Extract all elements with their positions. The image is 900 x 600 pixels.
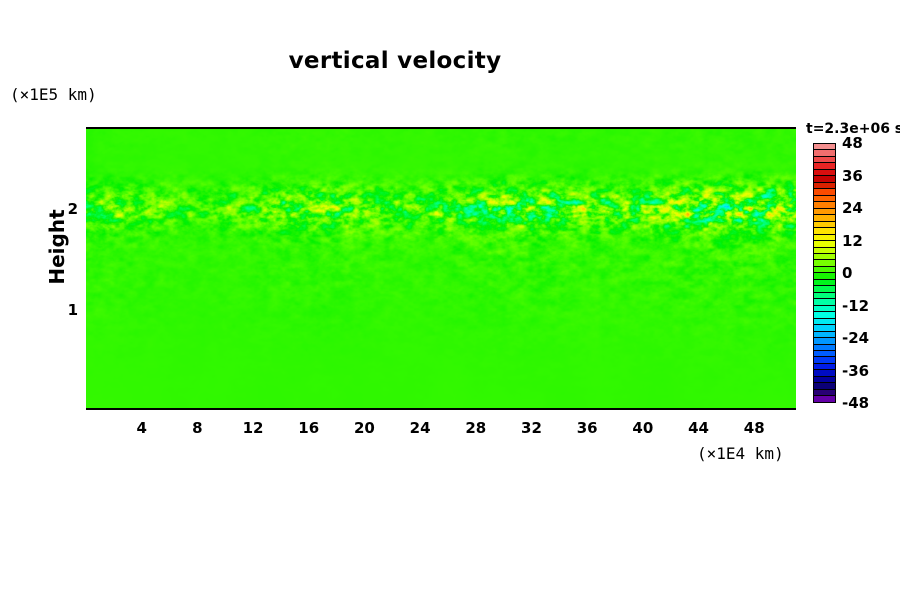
colorbar-tick-label: -48 xyxy=(842,394,870,412)
x-axis-unit-label: (×1E4 km) xyxy=(697,444,784,463)
x-tick-label: 12 xyxy=(242,419,264,437)
colorbar-band xyxy=(814,195,835,203)
colorbar-tick-label: -36 xyxy=(842,361,870,380)
x-tick-label: 44 xyxy=(688,419,709,437)
x-tick-label: 48 xyxy=(743,419,765,437)
colorbar-band xyxy=(814,273,835,280)
x-tick-label: 8 xyxy=(192,419,203,437)
colorbar-band xyxy=(814,156,835,164)
colorbar-band xyxy=(814,338,835,345)
y-axis-unit-label: (×1E5 km) xyxy=(10,85,97,104)
colorbar-band xyxy=(814,202,835,209)
colorbar-band xyxy=(814,286,835,293)
heatmap-plot-area xyxy=(86,127,796,410)
colorbar-band xyxy=(814,331,835,339)
page-title: vertical velocity xyxy=(288,48,502,74)
colorbar-tick-label: 12 xyxy=(842,231,863,250)
colorbar-band xyxy=(814,150,835,157)
colorbar-band xyxy=(814,318,835,326)
colorbar xyxy=(813,143,836,403)
colorbar-band xyxy=(814,169,835,177)
colorbar-band xyxy=(814,189,835,196)
colorbar-band xyxy=(814,247,835,254)
colorbar-band xyxy=(814,363,835,371)
x-tick-label: 32 xyxy=(521,419,542,437)
colorbar-tick-label: 24 xyxy=(842,199,863,217)
colorbar-band xyxy=(814,292,835,300)
x-tick-label: 36 xyxy=(576,419,598,437)
colorbar-band xyxy=(814,260,835,267)
colorbar-band xyxy=(814,357,835,364)
colorbar-band xyxy=(814,176,835,183)
y-tick-label: 1 xyxy=(67,300,78,319)
x-tick-label: 20 xyxy=(353,419,375,437)
colorbar-band xyxy=(814,305,835,313)
colorbar-band xyxy=(814,376,835,384)
x-tick-label: 16 xyxy=(298,419,320,437)
colorbar-tick-label: 36 xyxy=(842,166,863,185)
colorbar-band xyxy=(814,325,835,332)
colorbar-band xyxy=(814,370,835,377)
colorbar-band xyxy=(814,208,835,216)
colorbar-band xyxy=(814,228,835,235)
colorbar-band xyxy=(814,383,835,390)
velocity-field-canvas xyxy=(86,129,796,408)
colorbar-band xyxy=(814,253,835,261)
colorbar-band xyxy=(814,163,835,170)
colorbar-band xyxy=(814,234,835,242)
colorbar-tick-label: 0 xyxy=(842,264,853,282)
colorbar-band xyxy=(814,241,835,248)
colorbar-band xyxy=(814,312,835,319)
colorbar-tick-label: -24 xyxy=(842,329,870,347)
colorbar-band xyxy=(814,266,835,274)
colorbar-band xyxy=(814,182,835,190)
x-tick-label: 28 xyxy=(465,419,487,437)
colorbar-band xyxy=(814,351,835,358)
colorbar-tick-label: 48 xyxy=(842,134,863,152)
time-annotation: t=2.3e+06 s xyxy=(806,121,900,137)
x-tick-label: 40 xyxy=(632,419,654,437)
colorbar-band xyxy=(814,279,835,287)
x-tick-label: 24 xyxy=(409,419,431,437)
colorbar-band xyxy=(814,396,835,402)
colorbar-band xyxy=(814,299,835,306)
colorbar-band xyxy=(814,221,835,229)
colorbar-band xyxy=(814,389,835,397)
colorbar-band xyxy=(814,344,835,351)
x-tick-label: 4 xyxy=(136,419,147,437)
colorbar-band xyxy=(814,144,835,151)
y-tick-label: 2 xyxy=(67,200,78,219)
colorbar-tick-label: -12 xyxy=(842,296,870,315)
colorbar-band xyxy=(814,215,835,222)
